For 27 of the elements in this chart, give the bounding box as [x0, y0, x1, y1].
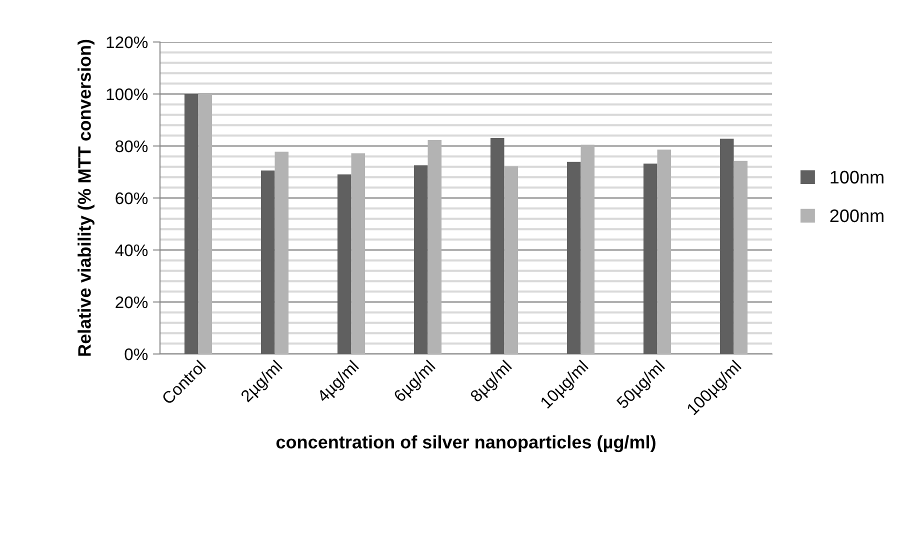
bar — [414, 165, 428, 354]
y-tick-label: 0% — [124, 348, 148, 360]
bar — [351, 153, 366, 354]
y-tick-label: 100% — [106, 88, 148, 100]
bar — [734, 160, 748, 354]
bar — [490, 138, 504, 354]
bar — [657, 150, 672, 354]
bar — [184, 94, 198, 354]
bar — [643, 164, 658, 354]
y-tick-label: 20% — [116, 296, 148, 308]
y-tick-label: 40% — [115, 244, 148, 256]
bar — [260, 170, 275, 354]
bar — [566, 162, 581, 354]
legend-label: 200nm — [830, 209, 884, 222]
bar — [274, 152, 289, 354]
bar — [504, 166, 518, 354]
bar — [198, 94, 212, 354]
y-tick-label: 120% — [106, 36, 148, 48]
y-axis-title: Relative viability (% MTT conversion) — [78, 40, 94, 356]
legend-label: 100nm — [830, 170, 884, 184]
x-axis-title: concentration of silver nanoparticles (µg/ml) — [276, 435, 656, 452]
bar — [720, 138, 734, 354]
bar — [580, 144, 595, 354]
bar — [337, 174, 352, 354]
y-tick-label: 80% — [116, 140, 148, 152]
bar — [428, 140, 442, 354]
y-tick-label: 60% — [116, 192, 148, 204]
